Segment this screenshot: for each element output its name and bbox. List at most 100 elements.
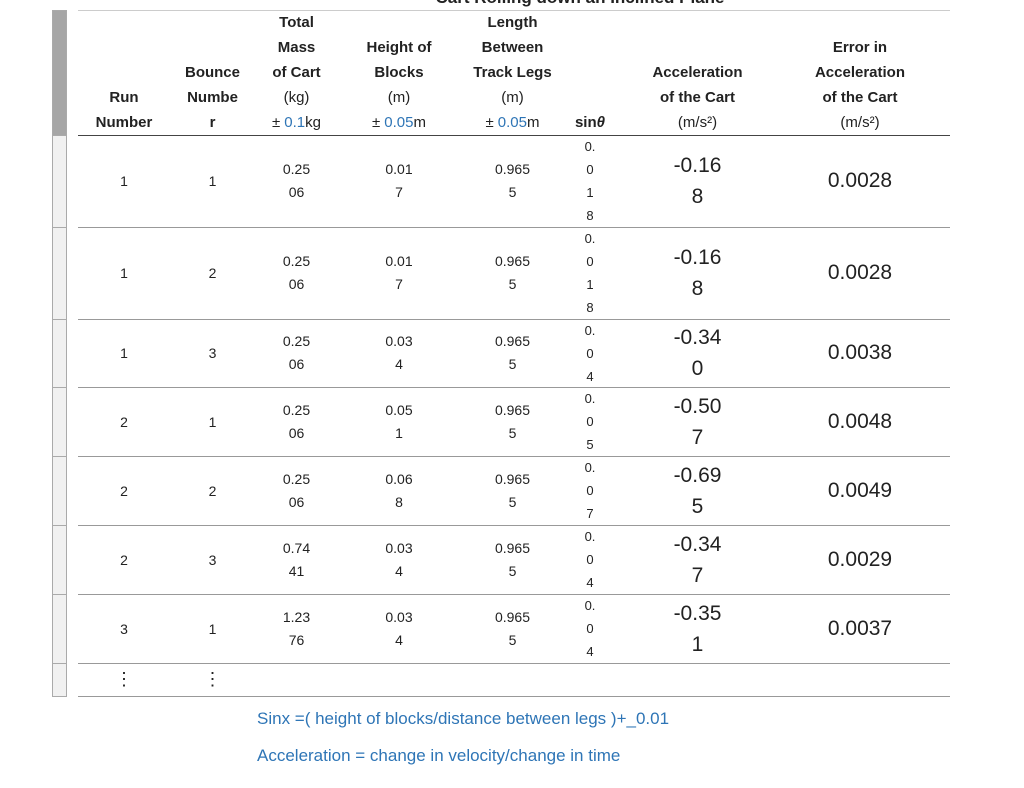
cell: -0.168 — [615, 135, 780, 227]
cell-text: -0.695 — [673, 463, 722, 518]
cell-text: 0.2506 — [282, 333, 311, 372]
cell: 0.0028 — [780, 135, 940, 227]
continuation-mark: ⋮ — [203, 669, 222, 689]
cell: 0.051 — [338, 387, 460, 456]
cell: -0.507 — [615, 387, 780, 456]
cell: 3 — [170, 319, 255, 387]
header-text: Mass — [277, 39, 316, 56]
cell: 0.04 — [565, 319, 615, 387]
cell-text: 2 — [120, 482, 128, 499]
header-line: of Cart — [272, 60, 320, 85]
row-header — [52, 227, 67, 320]
cell-text: 0.2506 — [282, 253, 311, 292]
row-header — [52, 456, 67, 526]
row-header — [52, 135, 67, 228]
cell: 0.018 — [565, 227, 615, 319]
header-line: Error in — [833, 35, 887, 60]
cell-text: 0.0049 — [827, 478, 893, 502]
row-rule — [78, 525, 950, 526]
cell: -0.351 — [615, 594, 780, 663]
cell: 0.2506 — [255, 456, 338, 525]
cell-text: -0.507 — [673, 394, 722, 449]
cell-text: 2 — [208, 265, 217, 281]
header-unit: (kg) — [283, 89, 310, 106]
cell-text: 0.7441 — [282, 539, 311, 579]
cell: 1 — [78, 227, 170, 319]
cell-text: 0.034 — [385, 333, 413, 372]
header-line: Between — [482, 35, 544, 60]
header-symbol: θ — [596, 114, 606, 131]
header-text: r — [209, 114, 216, 131]
cell: 0.04 — [565, 525, 615, 594]
cell-text: -0.168 — [673, 246, 722, 300]
cell: -0.347 — [615, 525, 780, 594]
cell: 0.07 — [565, 456, 615, 525]
note: Sinx =( height of blocks/distance betwee… — [257, 709, 670, 728]
cell-text: 0.9655 — [494, 333, 531, 372]
cell: 1 — [170, 135, 255, 227]
scroll-handle[interactable] — [52, 10, 67, 136]
cell-text: -0.168 — [673, 154, 722, 208]
uncertainty-unit: kg — [305, 114, 321, 131]
cell: 2 — [170, 227, 255, 319]
title: Cart Rolling down an Inclined Plane — [330, 0, 830, 8]
header-line: Acceleration — [652, 60, 742, 85]
cell: 0.0049 — [780, 456, 940, 525]
cell-text: 0.0037 — [827, 616, 893, 640]
row-rule — [78, 594, 950, 595]
uncertainty-sign: ± — [372, 114, 381, 131]
header-line: Length — [488, 10, 538, 35]
cell: 0.0048 — [780, 387, 940, 456]
cell-text: 0.9655 — [494, 401, 531, 441]
cell: 0.9655 — [460, 387, 565, 456]
cell: 0.034 — [338, 319, 460, 387]
cell-text: 0.9655 — [494, 608, 531, 648]
cell-text: 0.034 — [385, 608, 413, 648]
cell-text: 0.07 — [584, 460, 596, 521]
header-cell: Bounce Numbe r — [170, 10, 255, 135]
header-text: Run — [109, 89, 139, 106]
cell: 0.2506 — [255, 387, 338, 456]
header-text: Blocks — [374, 64, 424, 81]
cell: 0.068 — [338, 456, 460, 525]
cell: 0.0029 — [780, 525, 940, 594]
header-text: Between — [481, 39, 544, 56]
cell: 0.2506 — [255, 227, 338, 319]
header-cell: Error in Acceleration of the Cart (m/s²) — [780, 10, 940, 135]
row-rule — [78, 663, 950, 664]
cell-text: 0.0028 — [827, 169, 893, 192]
header-text: of Cart — [272, 64, 321, 81]
header-uncertainty: ±0.05m — [486, 110, 540, 135]
cell-text: 2 — [120, 413, 128, 430]
cell-text: 0.018 — [584, 139, 596, 223]
cell: 0.9655 — [460, 456, 565, 525]
header-text: Height of — [366, 39, 432, 56]
header-text: Error in — [832, 39, 888, 56]
cell-text: 0.2506 — [282, 470, 311, 510]
cell: 0.9655 — [460, 319, 565, 387]
row-header — [52, 525, 67, 595]
header-top-rule — [78, 10, 950, 11]
cell: 0.034 — [338, 525, 460, 594]
cell-text: 0.0048 — [827, 409, 893, 433]
header-cell: Total Mass of Cart (kg) ±0.1kg — [255, 10, 338, 135]
cell: 0.7441 — [255, 525, 338, 594]
cell: 0.0028 — [780, 227, 940, 319]
header-text: of the Cart — [660, 89, 735, 106]
cell: 0.9655 — [460, 135, 565, 227]
cell-text: 0.0028 — [827, 261, 893, 284]
header-cell: Acceleration of the Cart (m/s²) — [615, 10, 780, 135]
header-cell: Length Between Track Legs (m) ±0.05m — [460, 10, 565, 135]
table-bottom-rule — [78, 696, 950, 697]
header-line: Track Legs — [473, 60, 551, 85]
cell: 0.2506 — [255, 319, 338, 387]
header-line: Numbe — [187, 85, 238, 110]
cell: 0.017 — [338, 227, 460, 319]
header-cell: Run Number — [78, 10, 170, 135]
cell: 2 — [170, 456, 255, 525]
row-rule — [78, 319, 950, 320]
header-uncertainty: ±0.05m — [372, 110, 426, 135]
uncertainty-unit: m — [526, 114, 540, 131]
cell-text: 0.2506 — [282, 161, 311, 200]
header-line: Bounce — [185, 60, 240, 85]
